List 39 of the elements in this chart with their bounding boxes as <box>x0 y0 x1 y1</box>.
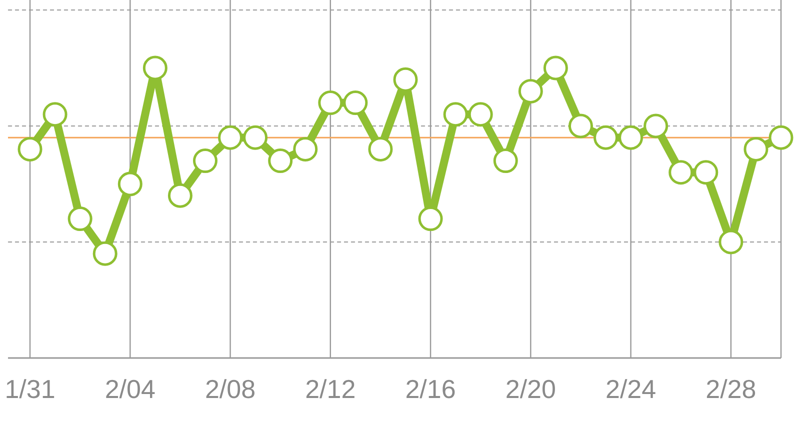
x-tick-label: 2/24 <box>605 374 656 404</box>
point <box>142 56 168 80</box>
point <box>318 90 343 116</box>
point <box>168 183 192 208</box>
point <box>493 148 518 174</box>
point <box>393 67 418 92</box>
point <box>243 125 268 150</box>
point <box>18 136 42 162</box>
point <box>293 136 318 162</box>
point <box>443 102 468 127</box>
point <box>68 206 92 232</box>
x-tick-label: 2/20 <box>505 374 556 404</box>
point <box>343 90 368 116</box>
point <box>42 102 68 127</box>
point <box>594 125 618 150</box>
point <box>468 102 493 127</box>
x-tick-label: 2/08 <box>204 374 256 404</box>
point <box>568 114 593 138</box>
point <box>418 206 443 232</box>
point <box>118 172 142 196</box>
x-tick-label: 2/16 <box>405 374 456 404</box>
point <box>718 230 744 254</box>
point <box>694 160 718 185</box>
point <box>518 78 543 104</box>
point <box>218 125 243 150</box>
x-tick-label: 2/04 <box>104 374 156 404</box>
point <box>668 160 694 185</box>
point <box>543 56 568 80</box>
point <box>268 148 293 174</box>
point <box>92 241 118 266</box>
x-tick-label: 1/31 <box>4 374 56 404</box>
point <box>192 148 218 174</box>
point <box>368 136 393 162</box>
point <box>768 125 794 150</box>
point <box>644 114 668 138</box>
x-tick-label: 2/28 <box>706 374 756 404</box>
x-tick-label: 2/12 <box>305 374 356 404</box>
point <box>744 136 768 162</box>
point <box>618 125 644 150</box>
